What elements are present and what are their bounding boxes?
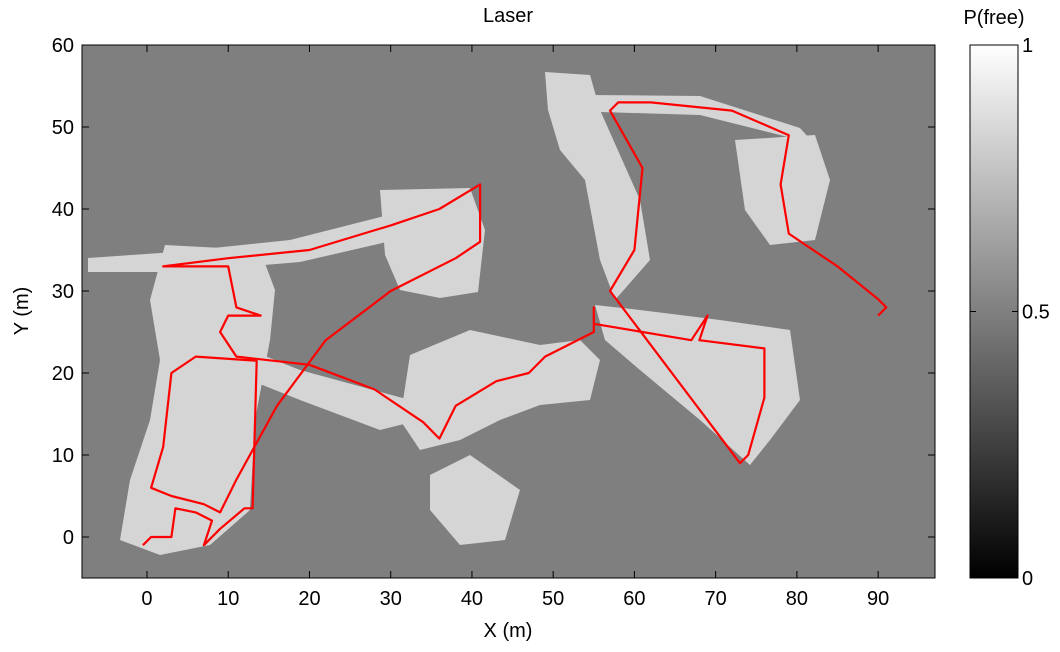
y-tick-label: 20 <box>52 363 74 385</box>
x-tick-label: 80 <box>786 588 808 610</box>
colorbar-label: P(free) <box>963 7 1024 29</box>
x-tick-label: 50 <box>542 588 564 610</box>
x-axis-label: X (m) <box>484 620 533 642</box>
x-tick-label: 60 <box>623 588 645 610</box>
colorbar <box>970 45 1018 578</box>
colorbar-tick-label: 0.5 <box>1022 302 1050 324</box>
y-tick-label: 50 <box>52 117 74 139</box>
chart-title: Laser <box>483 5 533 27</box>
y-tick-label: 0 <box>63 527 74 549</box>
chart: Laser X (m) Y (m) P(free) 01020304050607… <box>0 0 1060 647</box>
x-tick-label: 40 <box>461 588 483 610</box>
y-axis-label: Y (m) <box>11 287 33 336</box>
x-tick-label: 90 <box>867 588 889 610</box>
x-tick-label: 30 <box>380 588 402 610</box>
x-tick-label: 10 <box>217 588 239 610</box>
colorbar-tick-label: 0 <box>1022 568 1033 590</box>
y-tick-label: 40 <box>52 199 74 221</box>
x-tick-label: 0 <box>141 588 152 610</box>
y-tick-label: 10 <box>52 445 74 467</box>
x-tick-label: 70 <box>705 588 727 610</box>
y-tick-label: 30 <box>52 281 74 303</box>
x-tick-label: 20 <box>298 588 320 610</box>
colorbar-tick-label: 1 <box>1022 35 1033 57</box>
y-tick-label: 60 <box>52 35 74 57</box>
